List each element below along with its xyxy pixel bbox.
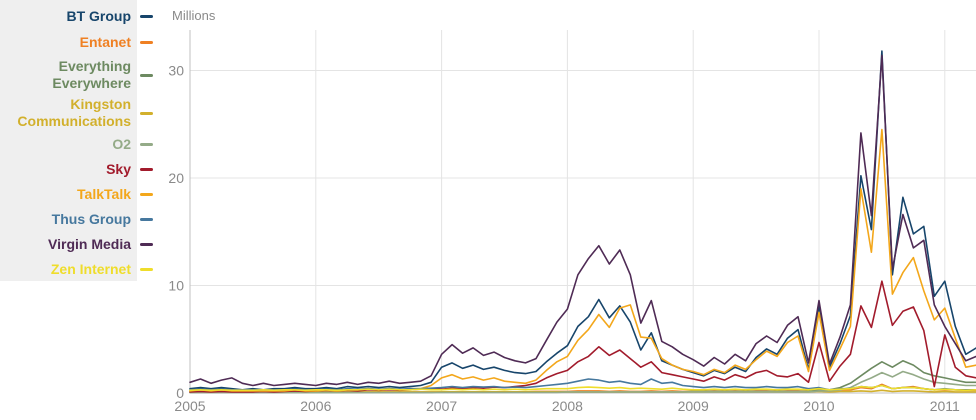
legend-swatch: [140, 218, 153, 221]
legend-item-o2[interactable]: O2: [0, 136, 160, 153]
legend-item-label: Entanet: [79, 34, 131, 50]
x-tick-label-2007: 2007: [426, 398, 457, 414]
legend-item-label: Zen Internet: [50, 261, 131, 277]
legend-item-bt-group[interactable]: BT Group: [0, 8, 160, 25]
legend-item-label: Thus Group: [51, 211, 131, 227]
x-tick-label-2010: 2010: [803, 398, 834, 414]
legend-swatch: [140, 41, 153, 44]
legend-item-everything-everywhere[interactable]: Everything Everywhere: [0, 58, 160, 92]
legend-swatch: [140, 193, 153, 196]
legend-item-label: TalkTalk: [77, 186, 131, 202]
legend-item-label: Everything Everywhere: [52, 58, 131, 91]
y-tick-label-10: 10: [168, 278, 184, 294]
series-line-virgin-media[interactable]: [189, 54, 976, 387]
series-line-zen-internet[interactable]: [189, 384, 976, 392]
legend-swatch: [140, 111, 153, 115]
legend-item-talktalk[interactable]: TalkTalk: [0, 186, 160, 203]
legend-swatch: [140, 168, 153, 171]
x-tick-label-2006: 2006: [300, 398, 331, 414]
legend-swatch: [140, 243, 153, 246]
legend-item-virgin-media[interactable]: Virgin Media: [0, 236, 160, 253]
legend-swatch: [140, 268, 153, 271]
legend-item-label: BT Group: [66, 8, 131, 24]
legend-panel: [0, 0, 137, 281]
legend-item-thus-group[interactable]: Thus Group: [0, 211, 160, 228]
legend-item-entanet[interactable]: Entanet: [0, 34, 160, 51]
legend-item-sky[interactable]: Sky: [0, 161, 160, 178]
legend-item-label: O2: [112, 136, 131, 152]
legend-swatch: [140, 143, 153, 146]
x-tick-label-2005: 2005: [174, 398, 205, 414]
y-tick-label-20: 20: [168, 170, 184, 186]
legend-swatch: [140, 73, 153, 77]
legend-swatch: [140, 15, 153, 18]
y-axis-title: Millions: [172, 8, 216, 23]
y-tick-label-30: 30: [168, 63, 184, 79]
y-tick-label-0: 0: [176, 385, 184, 401]
legend-item-label: Sky: [106, 161, 131, 177]
x-tick-label-2009: 2009: [678, 398, 709, 414]
legend-item-label: Virgin Media: [48, 236, 131, 252]
legend-item-zen-internet[interactable]: Zen Internet: [0, 261, 160, 278]
x-tick-label-2011: 2011: [930, 398, 960, 414]
x-tick-label-2008: 2008: [552, 398, 583, 414]
legend-item-kingston-communications[interactable]: Kingston Communications: [0, 96, 160, 130]
series-line-sky[interactable]: [189, 280, 976, 393]
legend-item-label: Kingston Communications: [17, 96, 131, 129]
series-line-bt-group[interactable]: [189, 50, 976, 391]
